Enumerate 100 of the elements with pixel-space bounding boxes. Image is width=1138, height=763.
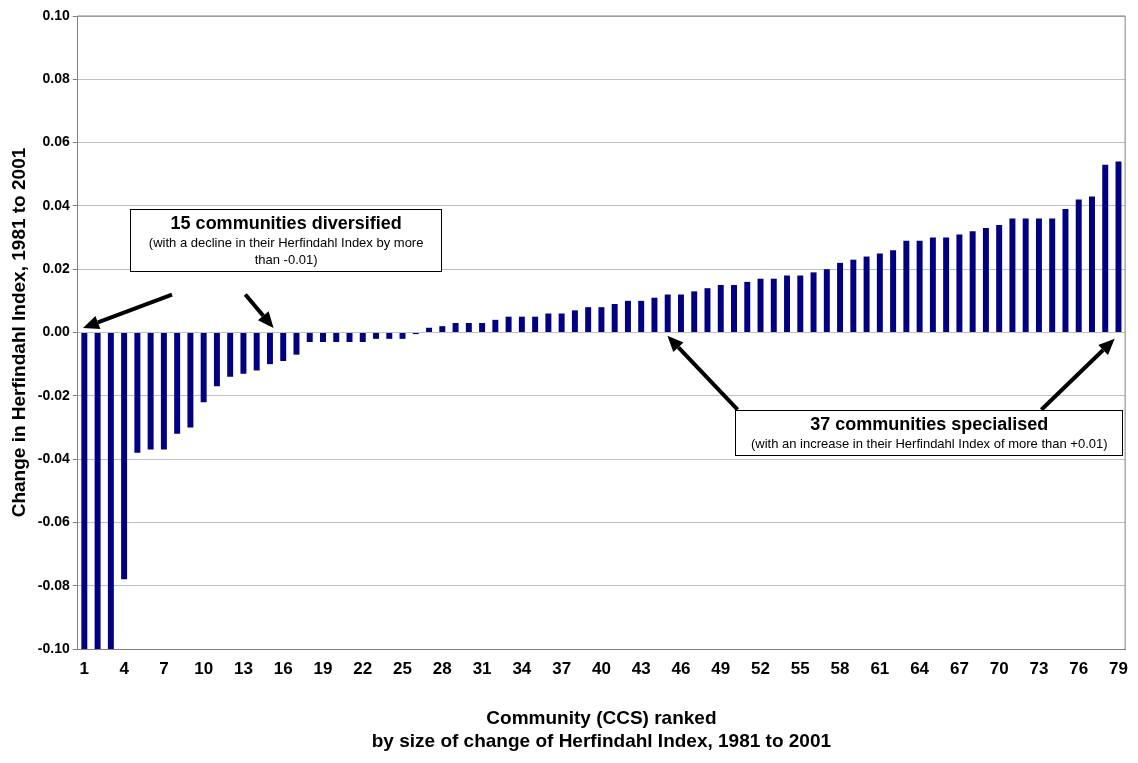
bar (691, 291, 698, 332)
x-tick-label: 1 (79, 658, 90, 678)
x-tick-label: 70 (989, 658, 1009, 678)
x-tick-label: 61 (870, 658, 890, 678)
bar (147, 333, 154, 450)
bar (1022, 218, 1029, 332)
x-tick-label: 31 (472, 658, 492, 678)
bar (518, 316, 525, 332)
bar (638, 300, 645, 332)
bar (94, 333, 101, 649)
x-tick-label: 49 (711, 658, 731, 678)
bar (213, 333, 220, 387)
bar (187, 333, 194, 428)
x-tick-label: 28 (432, 658, 452, 678)
bar (837, 262, 844, 332)
bar (863, 256, 870, 332)
x-tick-label: 73 (1029, 658, 1049, 678)
bar (426, 327, 433, 332)
bar (823, 269, 830, 332)
annotation: (with an increase in their Herfindahl Index of more than +0.01) (749, 434, 1109, 452)
x-tick-label: 43 (631, 658, 651, 678)
bar (651, 297, 658, 332)
y-tick-label: 0.08 (42, 70, 70, 87)
y-tick-label: -0.02 (37, 386, 70, 403)
bar (320, 333, 326, 342)
bar (505, 316, 512, 332)
y-tick-label: -0.04 (37, 449, 70, 466)
x-tick-label: 19 (313, 658, 333, 678)
bar (1035, 218, 1042, 332)
bar (160, 333, 167, 450)
y-tick-label: 0.04 (42, 196, 70, 213)
x-tick-label: 10 (194, 658, 214, 678)
bar (545, 313, 552, 332)
bar (611, 304, 618, 332)
bar (373, 333, 380, 339)
bar (876, 253, 883, 332)
x-tick-label: 4 (119, 658, 130, 678)
bar (266, 333, 273, 365)
x-tick-label: 16 (273, 658, 293, 678)
x-tick-label: 52 (751, 658, 770, 678)
x-tick-label: 76 (1069, 658, 1089, 678)
bar (1102, 164, 1109, 332)
bar (585, 307, 592, 332)
bar (558, 313, 565, 332)
x-tick-label: 67 (949, 658, 969, 678)
bar (1062, 209, 1069, 332)
x-tick-label: 22 (353, 658, 373, 678)
x-tick-label: 55 (790, 658, 810, 678)
bar (996, 224, 1003, 332)
bar (982, 228, 989, 332)
bar (969, 231, 976, 332)
bar (770, 278, 777, 332)
bar (121, 333, 128, 580)
bar (134, 333, 141, 453)
bar (1009, 218, 1016, 332)
x-tick-label: 25 (393, 658, 412, 678)
bar (200, 333, 207, 403)
x-tick-label: 64 (910, 658, 930, 678)
bar (784, 275, 791, 332)
bar (107, 333, 114, 649)
bar (810, 272, 817, 332)
bar (797, 275, 804, 332)
x-tick-label: 79 (1109, 658, 1128, 678)
x-tick-label: 13 (233, 658, 253, 678)
bar (280, 333, 287, 361)
bar (306, 333, 313, 342)
bar (1075, 199, 1082, 332)
annotation: 15 communities diversified (169, 213, 403, 235)
bar (359, 333, 366, 342)
y-tick-label: 0.02 (42, 260, 70, 277)
bar (943, 237, 950, 332)
bar (465, 323, 472, 332)
bar (293, 333, 300, 355)
bar (439, 326, 446, 332)
y-tick-label: 0.10 (42, 6, 70, 23)
bar (929, 237, 936, 332)
bar (1049, 218, 1056, 332)
bar (253, 333, 260, 371)
annotation: 37 communities specialised (809, 413, 1050, 435)
x-tick-label: 37 (552, 658, 572, 678)
bar (677, 294, 684, 332)
bar (81, 333, 88, 649)
bar (890, 250, 897, 332)
bar (598, 307, 605, 332)
bar (903, 240, 910, 332)
bar (624, 300, 631, 332)
y-tick-label: 0.06 (42, 133, 70, 150)
y-tick-label: -0.10 (37, 639, 70, 656)
bar (956, 234, 963, 332)
bar (731, 285, 737, 332)
bar (850, 259, 857, 332)
bar (744, 281, 751, 332)
bar (399, 333, 406, 339)
bar (240, 333, 247, 374)
x-tick-label: 46 (671, 658, 691, 678)
y-axis-title: Change in Herfindahl Index, 1981 to 2001 (7, 147, 29, 518)
bar (479, 323, 486, 332)
x-tick-label: 58 (830, 658, 850, 678)
annotation: (with a decline in their Herfindahl Index by more than -0.01) (147, 234, 425, 269)
bar (532, 316, 539, 332)
